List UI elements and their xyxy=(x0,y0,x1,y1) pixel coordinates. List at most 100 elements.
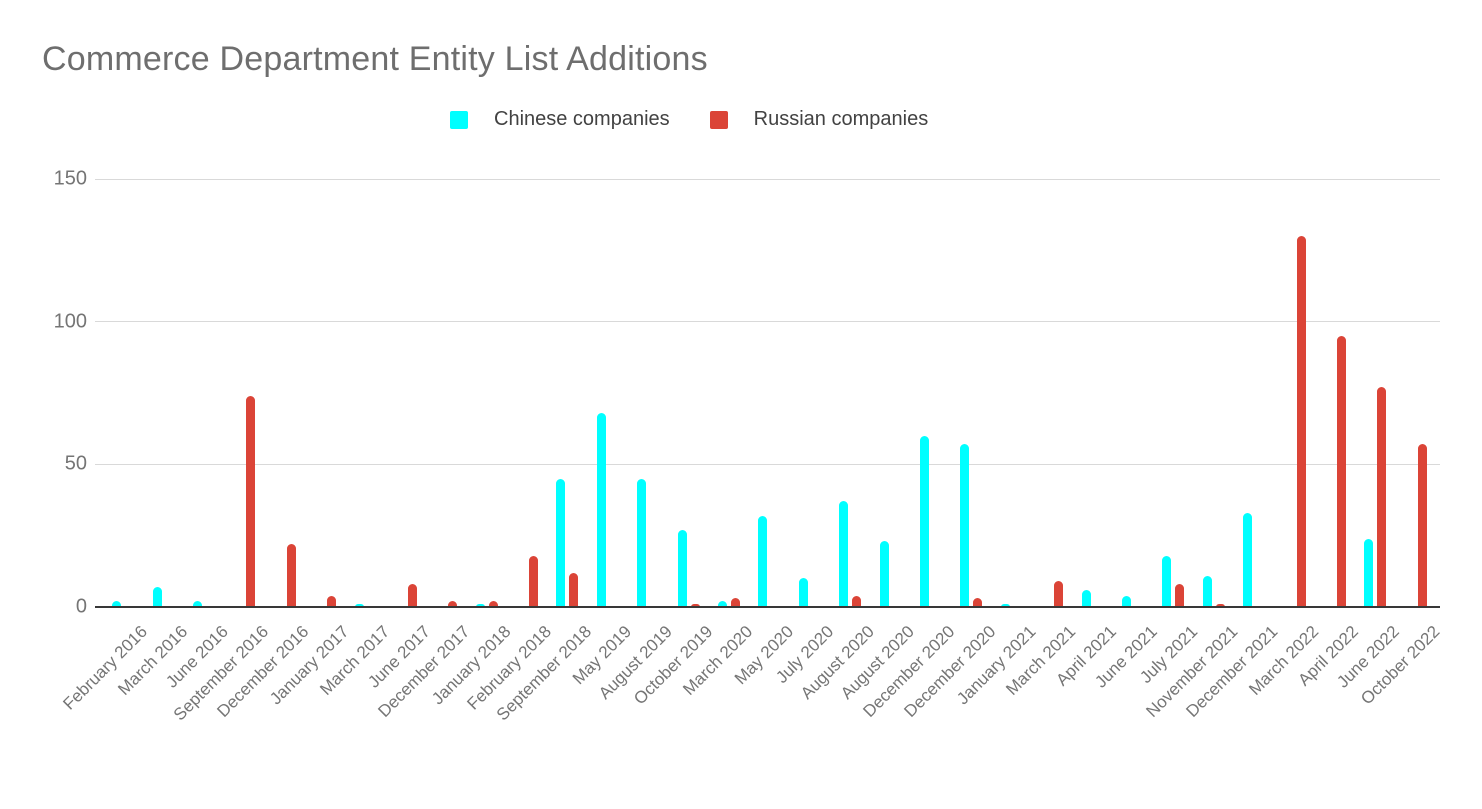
bar-slot xyxy=(933,179,942,607)
bar-group xyxy=(1194,179,1234,607)
bar-slot xyxy=(488,179,498,607)
bar-chinese xyxy=(960,444,970,607)
bar-slot xyxy=(637,179,647,607)
bar-slot xyxy=(246,179,256,607)
bar-slot xyxy=(286,179,296,607)
bar-group xyxy=(911,179,951,607)
bar-chinese xyxy=(192,601,202,607)
bar-slot xyxy=(1417,179,1427,607)
bar-slot xyxy=(125,179,134,607)
bar-slot xyxy=(1175,179,1185,607)
bar-chinese xyxy=(718,601,728,607)
bar-slot xyxy=(852,179,862,607)
bar-slot xyxy=(448,179,458,607)
bar-slot xyxy=(1364,179,1374,607)
bar-slot xyxy=(1215,179,1225,607)
legend-item-chinese-companies: Chinese companies xyxy=(450,108,670,131)
bar-russian xyxy=(1175,584,1185,607)
bar-russian xyxy=(488,601,498,607)
y-axis-tick-label: 0 xyxy=(75,595,87,618)
legend: Chinese companies Russian companies xyxy=(450,108,928,131)
bar-slot xyxy=(206,179,215,607)
bar-slot xyxy=(1202,179,1212,607)
bar-chinese xyxy=(152,587,162,607)
bar-slot xyxy=(395,179,404,607)
y-axis-tick-label: 50 xyxy=(64,452,87,475)
bar-slot xyxy=(1324,179,1333,607)
bar-group xyxy=(1072,179,1112,607)
bar-russian xyxy=(286,544,296,607)
y-axis-tick-label: 150 xyxy=(53,167,87,190)
bar-group xyxy=(1315,179,1355,607)
bar-russian xyxy=(690,604,700,607)
bar-slot xyxy=(1121,179,1131,607)
bar-russian xyxy=(407,584,417,607)
bars-container xyxy=(103,179,1436,607)
bar-group xyxy=(184,179,224,607)
bar-group xyxy=(951,179,991,607)
bar-slot xyxy=(650,179,659,607)
bar-group xyxy=(426,179,466,607)
bar-slot xyxy=(893,179,902,607)
bar-slot xyxy=(112,179,122,607)
bar-slot xyxy=(610,179,619,607)
gridline-150 xyxy=(95,178,1440,180)
bar-slot xyxy=(718,179,728,607)
bar-russian xyxy=(1417,444,1427,607)
bar-slot xyxy=(569,179,579,607)
bar-group xyxy=(749,179,789,607)
legend-item-russian-companies: Russian companies xyxy=(709,108,929,131)
bar-group xyxy=(1396,179,1436,607)
bar-chinese xyxy=(879,541,889,607)
bar-group xyxy=(1153,179,1193,607)
bar-russian xyxy=(973,598,983,607)
bar-russian xyxy=(529,555,539,607)
bar-group xyxy=(143,179,183,607)
bar-group xyxy=(467,179,507,607)
bar-chinese xyxy=(354,604,364,607)
bar-group xyxy=(992,179,1032,607)
bar-slot xyxy=(1336,179,1346,607)
bar-slot xyxy=(1296,179,1306,607)
bar-group xyxy=(1113,179,1153,607)
bar-slot xyxy=(529,179,539,607)
bar-russian xyxy=(246,395,256,607)
bar-slot xyxy=(1041,179,1050,607)
bar-slot xyxy=(1135,179,1144,607)
bar-slot xyxy=(556,179,566,607)
bar-chinese xyxy=(556,478,566,607)
bar-russian xyxy=(1377,387,1387,607)
bar-russian xyxy=(1296,236,1306,607)
bar-group xyxy=(386,179,426,607)
bar-group xyxy=(790,179,830,607)
bar-chinese xyxy=(475,604,485,607)
bar-slot xyxy=(1284,179,1293,607)
bar-chinese xyxy=(798,578,808,607)
bar-group xyxy=(1274,179,1314,607)
legend-label-russian-companies: Russian companies xyxy=(753,108,929,130)
gridline-50 xyxy=(95,463,1440,465)
bar-chinese xyxy=(1243,512,1253,607)
bar-chinese xyxy=(1121,595,1131,607)
bar-chinese xyxy=(758,515,768,607)
bar-group xyxy=(1234,179,1274,607)
bar-slot xyxy=(314,179,323,607)
bar-slot xyxy=(233,179,242,607)
bar-group xyxy=(345,179,385,607)
bar-chinese xyxy=(596,412,606,607)
bar-slot xyxy=(1014,179,1023,607)
x-axis-line xyxy=(95,606,1440,608)
bar-slot xyxy=(1405,179,1414,607)
bar-slot xyxy=(771,179,780,607)
bar-slot xyxy=(973,179,983,607)
bar-group xyxy=(1032,179,1072,607)
bar-chinese xyxy=(677,529,687,607)
gridline-100 xyxy=(95,321,1440,323)
bar-slot xyxy=(152,179,162,607)
bar-group xyxy=(103,179,143,607)
bar-russian xyxy=(1336,335,1346,607)
bar-slot xyxy=(1054,179,1064,607)
bar-chinese xyxy=(920,435,929,607)
